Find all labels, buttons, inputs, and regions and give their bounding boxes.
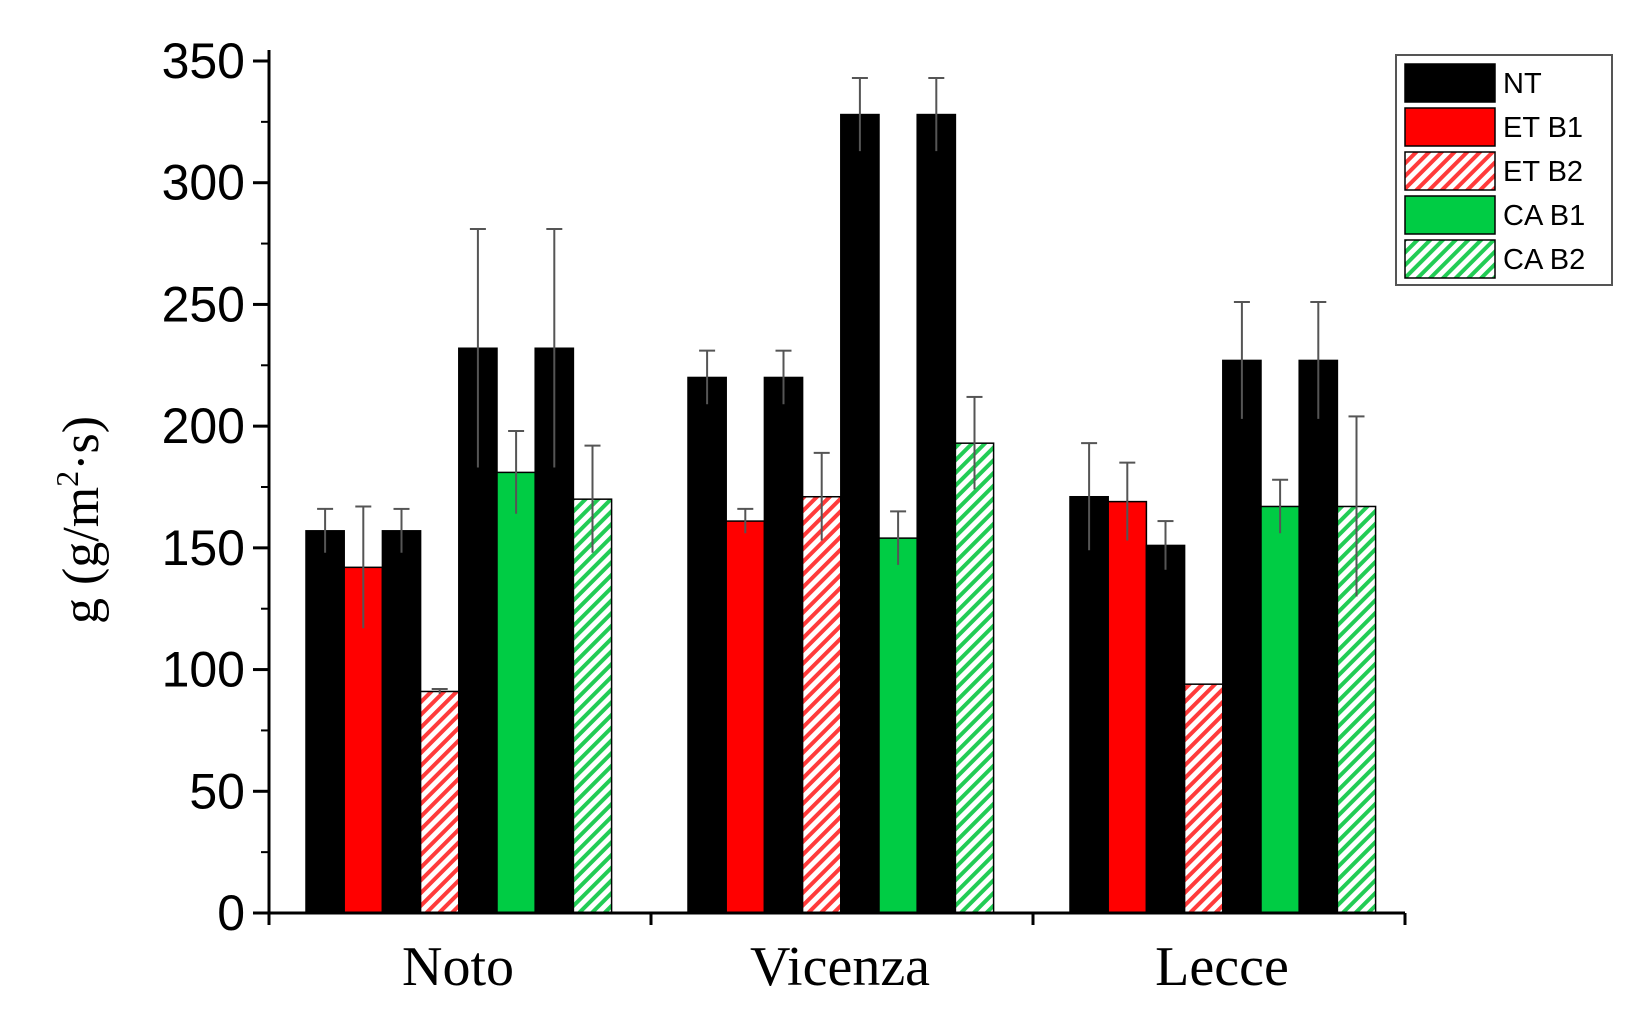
bar-vicenza-nt [687,376,727,914]
legend-label-ca-b2: CA B2 [1503,244,1585,276]
bar-lecce-nt [1145,544,1186,914]
bar-vicenza-ca-b1 [878,537,918,914]
y-axis-title: g (g/m2·s) [49,416,110,624]
bar-vicenza-ca-b2 [954,442,995,914]
x-category-label-lecce: Lecce [1155,936,1289,998]
y-axis-title-tail: ·s) [53,416,110,471]
legend-label-et-b2: ET B2 [1503,156,1583,188]
bar-noto-nt [381,530,422,914]
legend-label-et-b1: ET B1 [1503,112,1583,144]
legend-swatch-ca-b1 [1404,195,1496,235]
bar-vicenza-et-b2 [801,495,842,914]
bar-group-vicenza [687,77,995,914]
legend-label-nt: NT [1503,68,1542,100]
bar-vicenza-nt [763,376,804,914]
y-axis-title-superscript: 2 [49,471,85,487]
y-ticks: 0 50 100 150 200 250 300 350 [162,33,269,941]
bar-noto-et-b2 [419,690,460,914]
bar-lecce-nt [1069,495,1109,914]
y-axis-title-main: g (g/m [53,487,110,624]
y-tick-label: 350 [162,33,245,89]
y-tick-label: 300 [162,155,245,211]
y-tick-label: 200 [162,398,245,454]
bar-lecce-et-b1 [1107,500,1148,914]
bar-group-lecce [1069,300,1377,914]
y-tick-label: 150 [162,520,245,576]
legend-swatch-ca-b2 [1404,239,1496,279]
y-tick-label: 250 [162,276,245,332]
axes-layer [267,50,1407,925]
y-tick-label: 0 [217,885,245,941]
bar-vicenza-nt [916,113,957,914]
legend-swatch-et-b1 [1404,107,1496,147]
x-category-label-vicenza: Vicenza [750,936,930,998]
bar-noto-nt [305,530,345,914]
bar-lecce-et-b2 [1183,683,1224,914]
legend-swatch-et-b2 [1404,151,1496,191]
x-category-label-noto: Noto [402,936,514,998]
bar-noto-ca-b2 [572,498,613,914]
bar-vicenza-et-b1 [725,520,766,914]
bars-layer [305,77,1377,914]
y-tick-label: 50 [189,763,245,819]
legend-swatch-nt [1404,63,1496,103]
bar-group-noto [305,227,613,914]
x-category-labels: Noto Vicenza Lecce [402,936,1289,998]
legend-label-ca-b1: CA B1 [1503,200,1585,232]
bar-lecce-nt [1222,359,1262,914]
bar-lecce-nt [1298,359,1339,914]
bar-lecce-ca-b1 [1260,505,1300,914]
bar-vicenza-nt [840,113,880,914]
bar-noto-ca-b1 [496,471,536,914]
legend: NT ET B1 ET B2 CA B1 CA B2 [1395,54,1613,286]
y-tick-label: 100 [162,642,245,698]
